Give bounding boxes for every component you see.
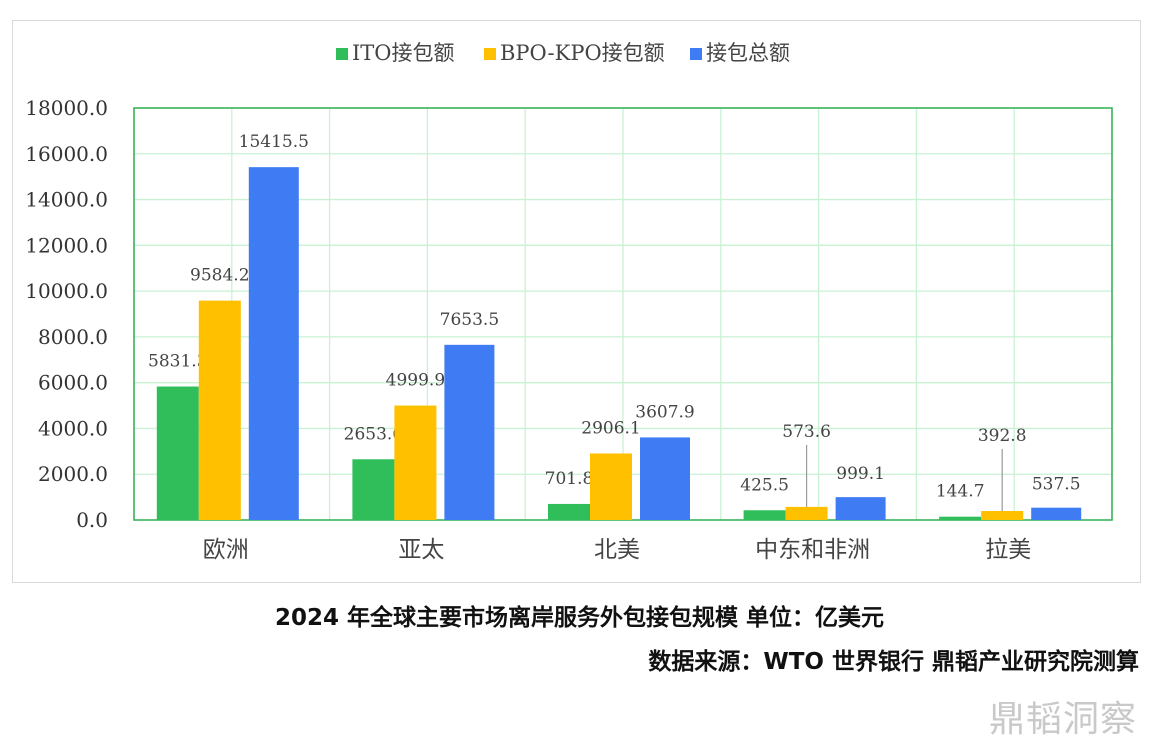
x-tick-label: 亚太 bbox=[398, 537, 444, 563]
y-tick-label: 2000.0 bbox=[38, 462, 108, 486]
data-label: 3607.9 bbox=[635, 402, 694, 422]
bar-bpo-kpo bbox=[785, 506, 828, 520]
data-label: 9584.2 bbox=[190, 266, 249, 286]
watermark-logo: 鼎韬洞察 bbox=[988, 699, 1137, 740]
data-label: 537.5 bbox=[1032, 475, 1081, 495]
data-label: 701.8 bbox=[545, 469, 594, 489]
bar-bpo-kpo bbox=[198, 300, 241, 520]
data-label: 4999.9 bbox=[386, 371, 445, 391]
data-label: 2906.1 bbox=[581, 418, 640, 438]
legend-swatch bbox=[336, 48, 348, 60]
y-tick-label: 18000.0 bbox=[25, 96, 108, 120]
bar-total bbox=[835, 497, 886, 520]
y-tick-label: 14000.0 bbox=[25, 188, 108, 212]
y-tick-label: 0.0 bbox=[76, 508, 108, 532]
legend-item-label: 接包总额 bbox=[706, 41, 790, 65]
bar-bpo-kpo bbox=[981, 511, 1024, 520]
legend-swatch bbox=[484, 48, 496, 60]
bar-ito bbox=[548, 503, 590, 520]
x-tick-label: 北美 bbox=[594, 537, 640, 563]
bar-bpo-kpo bbox=[590, 453, 632, 520]
x-tick-label: 拉美 bbox=[985, 537, 1031, 563]
legend-item-label: BPO-KPO接包额 bbox=[500, 41, 665, 65]
bar-total bbox=[248, 167, 299, 521]
data-label: 15415.5 bbox=[239, 132, 309, 152]
data-label: 2653.6 bbox=[344, 424, 403, 444]
bar-total bbox=[444, 344, 495, 520]
data-label: 144.7 bbox=[936, 482, 985, 502]
bar-ito bbox=[156, 386, 199, 520]
data-label: 425.5 bbox=[740, 475, 789, 495]
bar-total bbox=[1031, 507, 1082, 520]
bar-ito bbox=[939, 516, 982, 520]
bar-bpo-kpo bbox=[394, 405, 437, 520]
data-label: 392.8 bbox=[978, 426, 1027, 446]
data-label: 5831.3 bbox=[148, 352, 207, 372]
y-tick-label: 16000.0 bbox=[25, 142, 108, 166]
y-tick-label: 12000.0 bbox=[25, 233, 108, 257]
bar-total bbox=[640, 437, 690, 520]
chart-caption-title: 2024 年全球主要市场离岸服务外包接包规模 单位：亿美元 bbox=[274, 605, 885, 631]
y-tick-label: 8000.0 bbox=[38, 325, 108, 349]
bar-chart: 0.0 2000.0 4000.0 6000.0 8000.0 10000.0 12000.… bbox=[25, 41, 1113, 563]
data-label: 573.6 bbox=[782, 422, 831, 442]
y-tick-label: 6000.0 bbox=[38, 371, 108, 395]
x-tick-label: 欧洲 bbox=[203, 537, 249, 563]
bar-ito bbox=[352, 459, 395, 520]
legend-item-label: ITO接包额 bbox=[352, 41, 455, 65]
bar-ito bbox=[743, 510, 786, 520]
y-tick-label: 4000.0 bbox=[38, 416, 108, 440]
y-tick-label: 10000.0 bbox=[25, 279, 108, 303]
data-label: 7653.5 bbox=[440, 310, 499, 330]
legend-swatch bbox=[690, 48, 702, 60]
data-label: 999.1 bbox=[836, 464, 885, 484]
chart-caption-source: 数据来源：WTO 世界银行 鼎韬产业研究院测算 bbox=[648, 649, 1139, 675]
x-tick-label: 中东和非洲 bbox=[755, 537, 870, 563]
